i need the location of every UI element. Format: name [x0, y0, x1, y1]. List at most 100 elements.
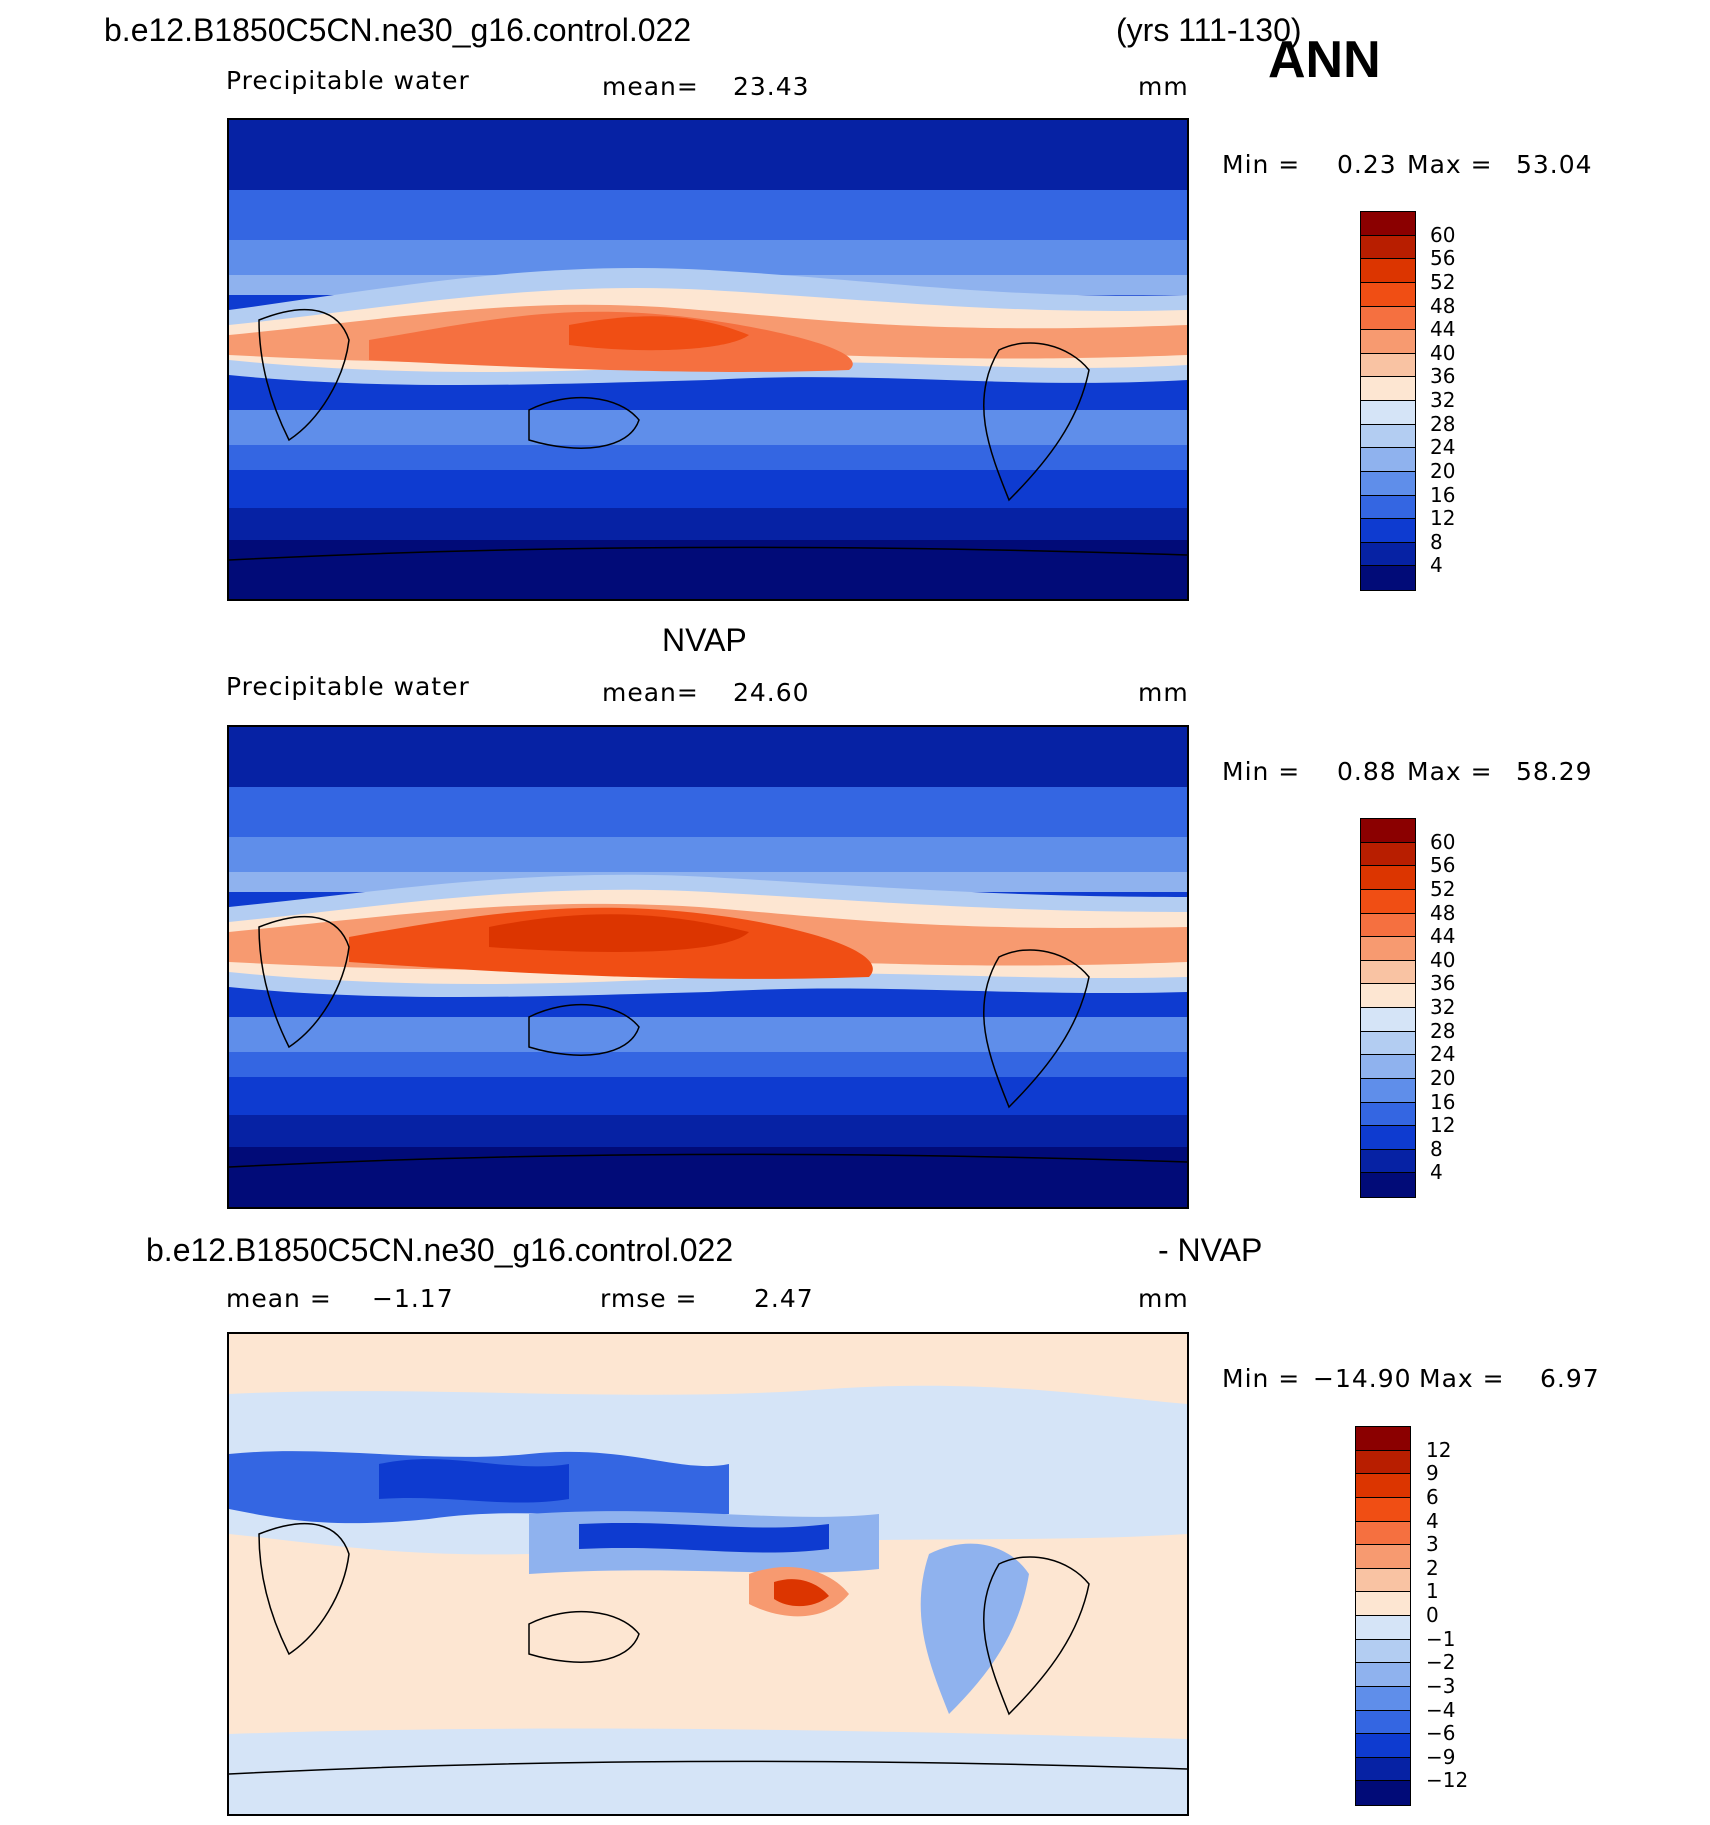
model-map [227, 118, 1189, 601]
panel-title: NVAP [662, 622, 747, 658]
max-value: 6.97 [1540, 1364, 1600, 1393]
variable-label: Precipitable water [226, 672, 470, 701]
diff-title-right: - NVAP [1158, 1232, 1263, 1268]
case-title: b.e12.B1850C5CN.ne30_g16.control.022 [104, 12, 692, 48]
colorbar-tick-label: −9 [1426, 1744, 1456, 1769]
rmse-value: 2.47 [754, 1284, 814, 1313]
colorbar-tick-label: 52 [1430, 876, 1456, 901]
colorbar-swatch [1361, 1126, 1415, 1150]
colorbar-tick-label: 60 [1430, 829, 1456, 854]
mean-label: mean= [602, 678, 699, 707]
colorbar-swatch [1356, 1686, 1410, 1711]
colorbar-tick-label: 4 [1430, 553, 1443, 578]
colorbar-tick-label: 16 [1430, 1089, 1456, 1114]
colorbar-tick-label: −3 [1426, 1673, 1456, 1698]
colorbar-tick-label: 16 [1430, 482, 1456, 507]
colorbar-swatch [1361, 377, 1415, 401]
min-value: 0.23 [1337, 150, 1397, 179]
colorbar-tick-label: 8 [1430, 1136, 1443, 1161]
years-label: (yrs 111-130) [1116, 12, 1302, 48]
colorbar-swatch [1361, 913, 1415, 938]
colorbar-tick-label: 12 [1430, 1113, 1456, 1138]
colorbar-swatch [1356, 1474, 1410, 1498]
mean-value: 24.60 [733, 678, 810, 707]
colorbar [1360, 211, 1416, 591]
variable-label: Precipitable water [226, 66, 470, 95]
colorbar-swatch [1361, 330, 1415, 354]
colorbar-tick-label: 56 [1430, 246, 1456, 271]
colorbar-tick-label: 32 [1430, 388, 1456, 412]
colorbar-swatch [1361, 1173, 1415, 1197]
colorbar-swatch [1361, 1078, 1415, 1103]
colorbar-swatch [1356, 1734, 1410, 1758]
colorbar-tick-label: 52 [1430, 269, 1456, 294]
colorbar-swatch [1361, 566, 1415, 590]
colorbar-tick-label: 48 [1430, 900, 1456, 925]
colorbar-swatch [1361, 866, 1415, 890]
min-value: −14.90 [1313, 1364, 1412, 1393]
mean-value: 23.43 [733, 72, 810, 101]
max-label: Max = [1407, 757, 1493, 786]
min-value: 0.88 [1337, 757, 1397, 786]
colorbar-tick-label: 40 [1430, 947, 1456, 972]
colorbar-tick-label: −12 [1426, 1768, 1469, 1793]
colorbar-swatch [1361, 448, 1415, 472]
model-field [229, 120, 1187, 599]
colorbar-swatch [1356, 1663, 1410, 1687]
colorbar-swatch [1361, 495, 1415, 520]
colorbar-swatch [1361, 984, 1415, 1008]
colorbar-swatch [1361, 519, 1415, 543]
colorbar-tick-label: 48 [1430, 293, 1456, 318]
colorbar-tick-label: 2 [1426, 1555, 1439, 1580]
colorbar-swatch [1361, 353, 1415, 378]
colorbar-tick-label: 1 [1426, 1579, 1439, 1604]
colorbar-swatch [1361, 937, 1415, 961]
colorbar-swatch [1361, 401, 1415, 425]
colorbar-swatch [1356, 1710, 1410, 1735]
colorbar-tick-label: −1 [1426, 1626, 1456, 1651]
max-value: 58.29 [1516, 757, 1593, 786]
colorbar-swatch [1361, 282, 1415, 307]
colorbar-swatch [1361, 842, 1415, 867]
colorbar-tick-label: 12 [1426, 1437, 1452, 1462]
colorbar-tick-label: −2 [1426, 1650, 1456, 1675]
colorbar-swatch [1361, 1031, 1415, 1056]
colorbar-tick-label: 28 [1430, 411, 1456, 436]
colorbar-swatch [1361, 1102, 1415, 1127]
colorbar-swatch [1356, 1616, 1410, 1640]
max-label: Max = [1419, 1364, 1505, 1393]
colorbar-swatch [1356, 1568, 1410, 1593]
units-label: mm [1138, 678, 1189, 707]
colorbar-tick-label: 24 [1430, 435, 1456, 460]
colorbar-swatch [1361, 960, 1415, 985]
colorbar-swatch [1361, 1008, 1415, 1032]
colorbar-tick-label: 6 [1426, 1484, 1439, 1509]
colorbar-tick-label: 4 [1426, 1508, 1439, 1533]
diff-field [229, 1334, 1187, 1814]
colorbar-swatch [1356, 1521, 1410, 1546]
rmse-label: rmse = [600, 1284, 698, 1313]
mean-label: mean = [226, 1284, 332, 1313]
colorbar-swatch [1361, 1149, 1415, 1174]
mean-value: −1.17 [372, 1284, 454, 1313]
colorbar-tick-label: 24 [1430, 1042, 1456, 1067]
colorbar-tick-label: 28 [1430, 1018, 1456, 1043]
colorbar-tick-label: 32 [1430, 995, 1456, 1019]
colorbar-tick-label: 20 [1430, 1065, 1456, 1090]
colorbar-swatch [1356, 1497, 1410, 1522]
colorbar-swatch [1361, 819, 1415, 843]
colorbar-tick-label: 44 [1430, 317, 1456, 342]
max-value: 53.04 [1516, 150, 1593, 179]
colorbar [1360, 818, 1416, 1198]
obs-map [227, 725, 1189, 1209]
colorbar-swatch [1361, 235, 1415, 260]
max-label: Max = [1407, 150, 1493, 179]
units-label: mm [1138, 1284, 1189, 1313]
colorbar-swatch [1361, 471, 1415, 496]
min-label: Min = [1222, 150, 1301, 179]
colorbar-tick-label: 4 [1430, 1160, 1443, 1185]
colorbar-tick-label: 36 [1430, 971, 1456, 996]
colorbar-swatch [1361, 212, 1415, 236]
colorbar-swatch [1361, 1055, 1415, 1079]
colorbar-tick-label: 9 [1426, 1461, 1439, 1486]
